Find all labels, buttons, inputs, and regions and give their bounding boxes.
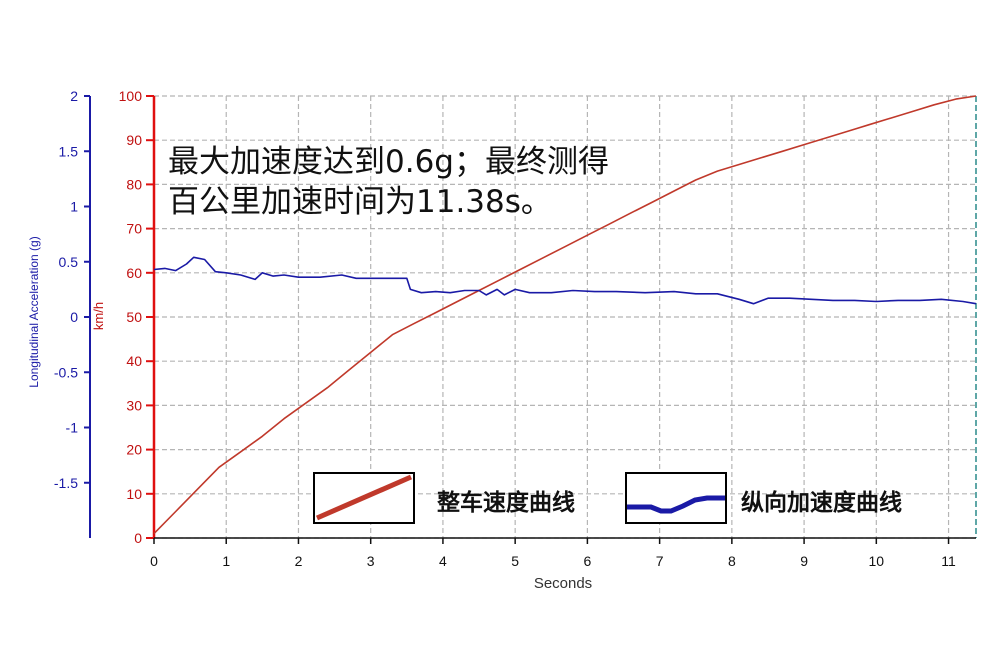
legend-line-accel bbox=[627, 495, 725, 514]
speed-tick-label: 30 bbox=[126, 397, 142, 413]
time-tick-label: 9 bbox=[800, 553, 808, 569]
legend-swatch-accel bbox=[625, 472, 727, 524]
annotation-line-2: 百公里加速时间为11.38s。 bbox=[168, 184, 552, 220]
time-tick-label: 11 bbox=[941, 553, 956, 569]
time-tick-label: 10 bbox=[869, 553, 885, 569]
legend-label-accel: 纵向加速度曲线 bbox=[741, 490, 902, 516]
speed-tick-label: 60 bbox=[126, 265, 142, 281]
legend-swatch-speed bbox=[313, 472, 415, 524]
speed-tick-label: 40 bbox=[126, 353, 142, 369]
speed-tick-label: 10 bbox=[126, 486, 142, 502]
time-tick-label: 0 bbox=[150, 553, 158, 569]
speed-series-line bbox=[153, 95, 977, 535]
speed-tick-label: 20 bbox=[126, 442, 142, 458]
speed-tick-label: 70 bbox=[126, 221, 142, 237]
acceleration-axis: 2 1.5 1 0.5 0 -0.5 -1 -1.5 bbox=[54, 88, 91, 538]
speed-tick-label: 80 bbox=[126, 176, 142, 192]
acceleration-tick-label: 2 bbox=[70, 88, 78, 104]
time-tick-label: 7 bbox=[656, 553, 664, 569]
time-axis: 0 1 2 3 4 5 6 7 8 9 10 11 bbox=[150, 537, 976, 569]
y-axis-label-speed: km/h bbox=[91, 302, 106, 330]
acceleration-tick-label: -1 bbox=[66, 420, 79, 436]
time-tick-label: 8 bbox=[728, 553, 736, 569]
x-axis-label: Seconds bbox=[534, 575, 592, 592]
acceleration-tick-label: -1.5 bbox=[54, 475, 78, 491]
legend-line-speed bbox=[316, 474, 412, 521]
time-tick-label: 6 bbox=[583, 553, 591, 569]
annotation-line-1: 最大加速度达到0.6g；最终测得 bbox=[168, 144, 609, 180]
time-tick-label: 3 bbox=[367, 553, 375, 569]
acceleration-tick-label: 0 bbox=[70, 309, 78, 325]
time-tick-label: 5 bbox=[511, 553, 519, 569]
acceleration-series-line bbox=[153, 256, 977, 305]
time-tick-label: 1 bbox=[222, 553, 230, 569]
legend-label-speed: 整车速度曲线 bbox=[437, 490, 575, 516]
speed-tick-label: 0 bbox=[134, 530, 142, 546]
speed-tick-label: 100 bbox=[119, 88, 143, 104]
y-axis-label-acceleration: Longitudinal Acceleration (g) bbox=[27, 236, 41, 387]
acceleration-tick-label: 1.5 bbox=[59, 143, 79, 159]
annotation-text: 最大加速度达到0.6g；最终测得 百公里加速时间为11.38s。 bbox=[168, 142, 609, 222]
acceleration-tick-label: -0.5 bbox=[54, 364, 78, 380]
speed-tick-label: 50 bbox=[126, 309, 142, 325]
speed-tick-label: 90 bbox=[126, 132, 142, 148]
acceleration-tick-label: 1 bbox=[70, 199, 78, 215]
time-tick-label: 4 bbox=[439, 553, 447, 569]
acceleration-tick-label: 0.5 bbox=[59, 254, 79, 270]
time-tick-label: 2 bbox=[295, 553, 303, 569]
series-layer bbox=[153, 95, 977, 535]
